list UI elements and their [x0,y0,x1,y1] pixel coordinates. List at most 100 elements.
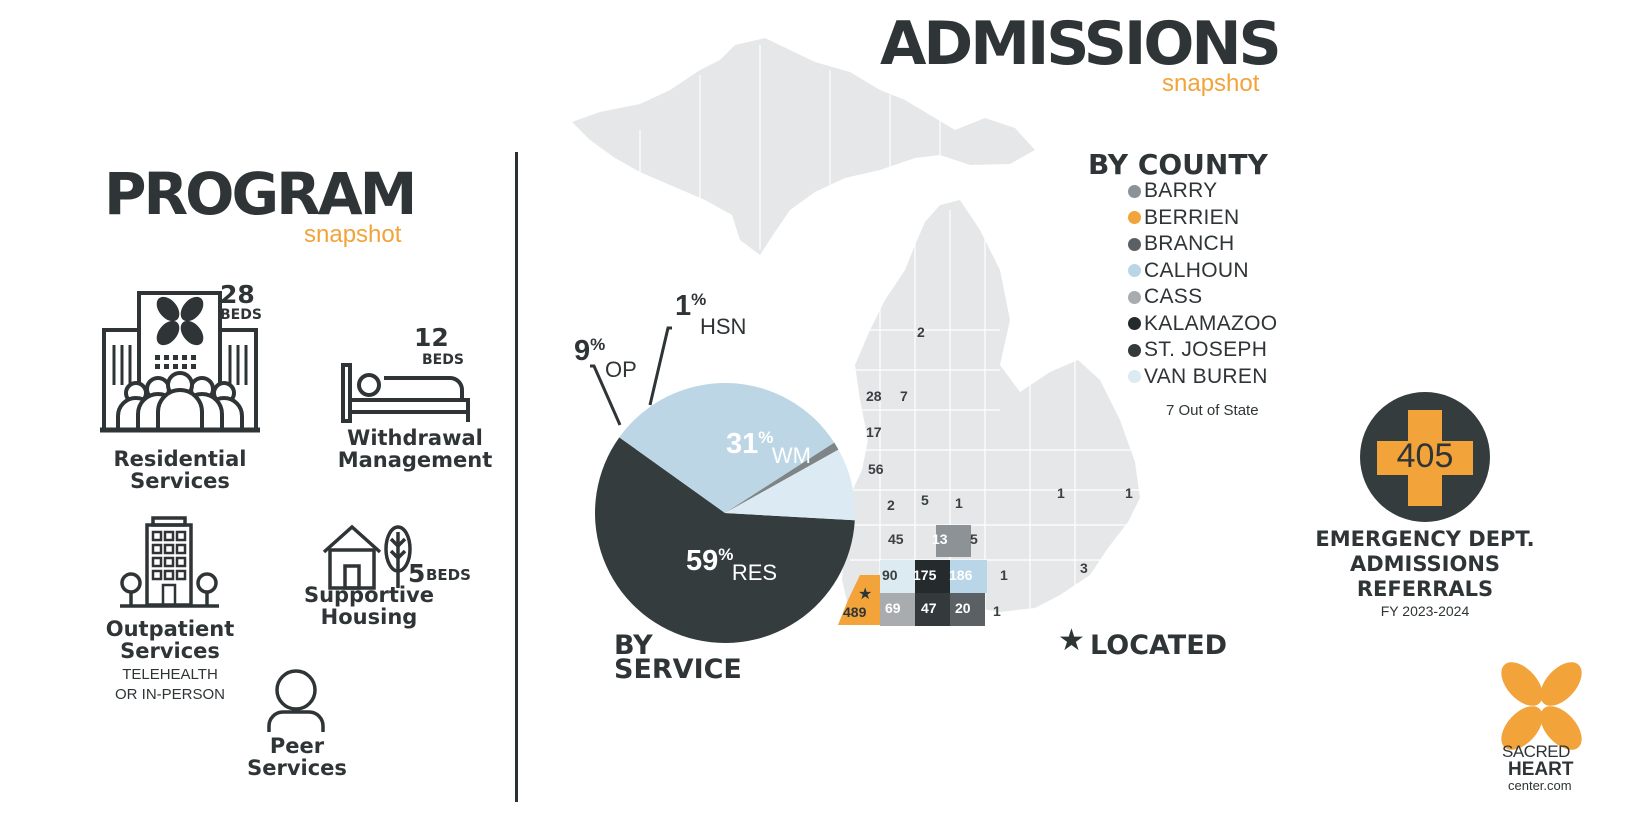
map-count-label: 13 [932,531,948,547]
legend-dot [1128,343,1141,357]
legend-item-kalamazoo: KALAMAZOO [1128,311,1277,338]
legend-item-st-joseph: ST. JOSEPH [1128,337,1277,364]
map-count-label: 90 [882,567,898,583]
residential-services-label: Residential Services [113,447,247,494]
admissions-title: ADMISSIONS [880,9,1282,79]
section-divider [515,152,518,802]
legend-item-berrien: BERRIEN [1128,205,1277,232]
bed-icon [340,362,480,429]
pie-label-op-name: OP [605,357,637,382]
emergency-count: 405 [1396,437,1454,475]
out-of-state-note: 7 Out of State [1166,402,1259,419]
pie-label-hsn-pct: % [691,290,707,309]
legend-item-van-buren: VAN BUREN [1128,364,1277,391]
legend-label: VAN BUREN [1144,364,1268,388]
pie-label-hsn: 1% [675,290,706,323]
residential-beds-number: 28 [220,280,255,309]
map-count-label: 5 [970,531,978,547]
legend-label: CASS [1144,285,1203,309]
office-building-icon [117,515,222,615]
pie-label-wm: 31% WM [726,428,817,468]
pie-label-res: 59% RES [686,545,783,585]
emergency-period: FY 2023-2024 [1380,603,1470,619]
pie-slice-wm [619,383,835,513]
house-tree-icon [320,522,416,597]
legend-dot [1128,211,1141,225]
sacred-heart-logo-icon [1494,660,1589,760]
pie-label-op-pct: % [590,335,606,354]
pie-label-res-name: RES [731,560,778,585]
map-count-label: 175 [913,567,937,583]
legend-label: KALAMAZOO [1144,311,1278,335]
located-label: LOCATED [1090,630,1228,661]
service-pie-chart [595,383,855,643]
emergency-line1: EMERGENCY DEPT. [1315,527,1535,551]
pie-label-wm-pct: % [758,428,774,447]
map-count-label: 45 [888,531,904,547]
admissions-subtitle: snapshot [1162,70,1260,97]
program-title: PROGRAM [104,160,417,228]
legend-dot [1128,290,1141,304]
outpatient-services-label: Outpatient Services [105,617,235,664]
emergency-cross-icon [1360,392,1490,527]
map-count-label: 1 [993,603,1001,619]
map-count-label: 186 [949,567,973,583]
legend-item-branch: BRANCH [1128,231,1277,258]
pie-label-op-value: 9 [574,335,591,367]
withdrawal-beds-label: BEDS [422,352,464,368]
legend-label: BRANCH [1144,232,1235,256]
by-service-label-line1: BY [614,630,653,661]
pie-label-res-value: 59 [686,545,719,577]
program-subtitle: snapshot [304,221,402,248]
legend-item-calhoun: CALHOUN [1128,258,1277,285]
pie-slice-hsn [725,442,839,513]
logo-line1: SACRED [1502,742,1570,761]
housing-beds-number: 5 [408,559,426,588]
legend-dot [1128,264,1141,278]
logo-line2: HEART [1508,759,1574,780]
legend-label: BARRY [1144,179,1218,203]
county-legend: BARRY BERRIEN BRANCH CALHOUN CASS KALAMA… [1128,178,1277,390]
map-count-label: 2 [887,497,895,513]
emergency-line2: ADMISSIONS [1349,552,1501,576]
map-count-label: 17 [866,424,882,440]
map-count-label: 3 [1080,560,1088,576]
by-county-title: BY COUNTY [1088,148,1268,181]
legend-label: CALHOUN [1144,258,1249,282]
map-count-label: 2 [917,324,925,340]
map-count-label: 20 [955,600,971,616]
residential-services-icon [100,285,265,455]
pie-label-res-pct: % [718,545,734,564]
outpatient-note: TELEHEALTH OR IN-PERSON [114,666,225,703]
map-count-label: 5 [921,492,929,508]
logo-line3: center.com [1508,778,1572,793]
pie-label-op: 9% [574,335,605,368]
pie-label-wm-value: 31 [726,428,759,460]
legend-item-cass: CASS [1128,284,1277,311]
legend-dot [1128,184,1141,198]
supportive-housing-label: Supportive Housing [303,583,435,630]
legend-dot [1128,317,1141,331]
residential-beds-label: BEDS [220,307,262,323]
program-section: PROGRAM snapshot [0,0,515,832]
withdrawal-beds-number: 12 [414,323,449,352]
legend-dot [1128,237,1141,251]
location-star-icon: ★ [858,586,873,603]
emergency-line3: REFERRALS [1356,577,1494,601]
located-star-icon: ★ [1058,624,1085,657]
map-count-label: 69 [885,600,901,616]
legend-dot [1128,370,1141,384]
housing-beds-label: BEDS [426,566,471,584]
map-count-label: 47 [921,600,937,616]
pie-label-hsn-value: 1 [675,290,692,322]
withdrawal-management-label: Withdrawal Management [337,426,493,473]
map-count-label: 28 [866,388,882,404]
map-count-label: 1 [1057,485,1065,501]
legend-label: BERRIEN [1144,205,1240,229]
peer-services-label: Peer Services [247,734,347,781]
pie-leader-lines [590,326,672,426]
map-count-label: 7 [900,388,908,404]
pie-slice-op [725,449,855,521]
map-count-label: 489 [843,604,867,620]
by-service-label-line2: SERVICE [614,654,742,685]
